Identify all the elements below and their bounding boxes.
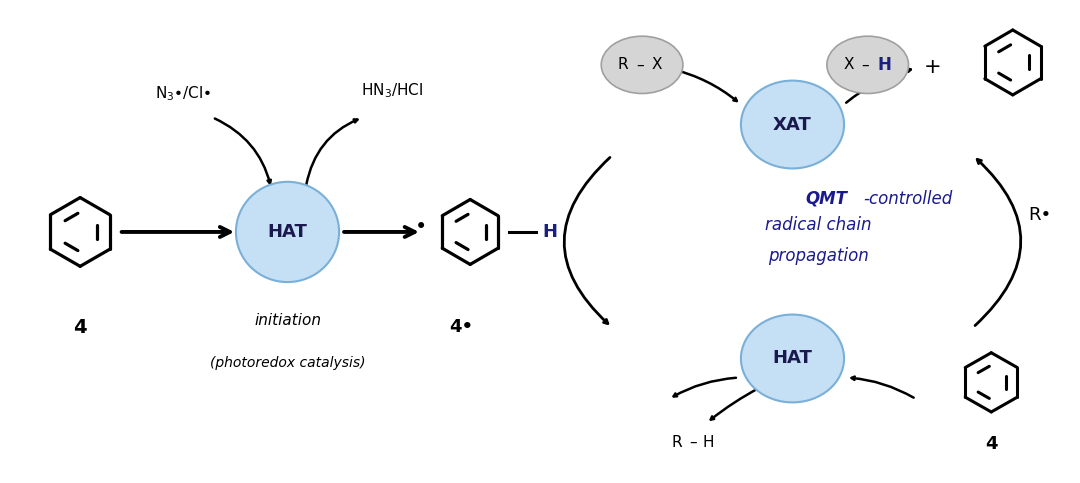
Text: HN$_3$/HCl: HN$_3$/HCl <box>361 82 422 100</box>
Text: X: X <box>843 57 853 72</box>
Text: H: H <box>878 56 892 74</box>
Text: +: + <box>923 57 941 77</box>
Text: H: H <box>542 223 557 241</box>
Ellipse shape <box>741 81 845 169</box>
Text: –: – <box>689 435 697 450</box>
Text: HAT: HAT <box>772 350 812 368</box>
Text: HAT: HAT <box>268 223 308 241</box>
Ellipse shape <box>827 36 908 94</box>
Text: R: R <box>671 435 681 450</box>
Text: 4: 4 <box>73 318 87 337</box>
Text: 4: 4 <box>985 435 998 454</box>
Text: (photoredox catalysis): (photoredox catalysis) <box>210 356 365 370</box>
Text: R•: R• <box>1028 206 1051 224</box>
Text: X: X <box>652 57 662 72</box>
Ellipse shape <box>235 182 339 282</box>
Text: XAT: XAT <box>773 115 812 133</box>
Text: H: H <box>703 435 715 450</box>
Text: N$_3$•/Cl•: N$_3$•/Cl• <box>156 84 212 103</box>
Text: radical chain: radical chain <box>765 216 872 234</box>
Text: R: R <box>618 57 629 72</box>
Text: •: • <box>415 217 427 237</box>
Text: -controlled: -controlled <box>863 189 953 208</box>
Text: QMT: QMT <box>806 189 848 208</box>
Text: propagation: propagation <box>768 247 868 265</box>
Ellipse shape <box>741 314 845 402</box>
Ellipse shape <box>602 36 683 94</box>
Text: –: – <box>862 57 869 72</box>
Text: –: – <box>636 57 644 72</box>
Text: initiation: initiation <box>254 313 321 328</box>
Text: 4•: 4• <box>449 318 474 337</box>
